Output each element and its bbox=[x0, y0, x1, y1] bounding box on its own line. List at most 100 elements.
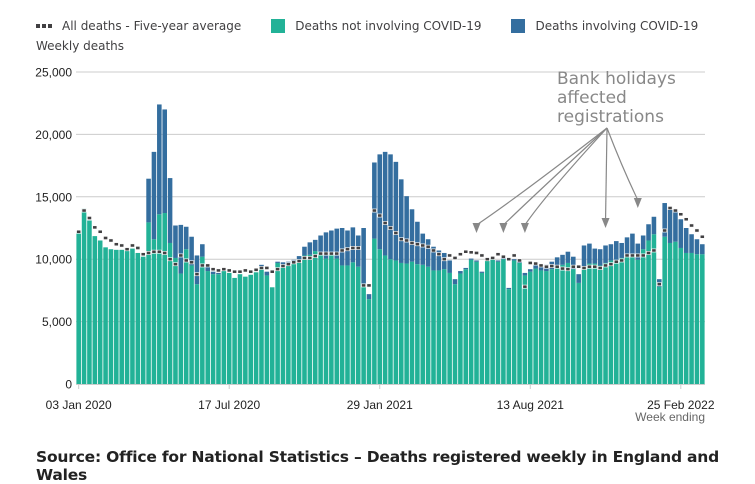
average-marker bbox=[544, 264, 549, 269]
legend-item-covid[interactable]: Deaths involving COVID-19 bbox=[511, 19, 698, 33]
average-marker bbox=[253, 267, 259, 272]
bar-covid bbox=[447, 260, 452, 273]
bar-non-covid bbox=[232, 277, 237, 384]
bar-non-covid bbox=[189, 265, 194, 384]
average-marker bbox=[259, 266, 264, 270]
bar-non-covid bbox=[248, 274, 254, 384]
bar-non-covid bbox=[119, 249, 124, 384]
bar-non-covid bbox=[640, 249, 646, 384]
average-marker bbox=[431, 248, 436, 253]
average-marker bbox=[242, 268, 248, 273]
bar-non-covid bbox=[463, 269, 469, 384]
bar-non-covid bbox=[81, 208, 87, 384]
bar-covid bbox=[355, 235, 361, 267]
legend-label-average: All deaths - Five-year average bbox=[62, 19, 242, 33]
bar-non-covid bbox=[431, 270, 436, 384]
average-marker bbox=[361, 283, 367, 288]
bar-covid bbox=[603, 245, 608, 263]
average-marker bbox=[264, 266, 270, 270]
blue-swatch-icon bbox=[511, 19, 526, 33]
bar-non-covid bbox=[474, 261, 479, 384]
bar-non-covid bbox=[103, 247, 108, 384]
average-marker bbox=[119, 243, 125, 248]
bar-non-covid bbox=[302, 255, 307, 384]
bar-covid bbox=[377, 154, 383, 250]
bar-non-covid bbox=[296, 259, 302, 384]
average-marker bbox=[527, 261, 533, 265]
bar-covid bbox=[382, 151, 388, 256]
average-marker bbox=[694, 228, 700, 233]
average-marker bbox=[581, 266, 587, 270]
bar-non-covid bbox=[565, 262, 571, 384]
bar-covid bbox=[554, 257, 560, 267]
average-marker bbox=[635, 253, 641, 258]
average-marker bbox=[624, 253, 630, 258]
bar-non-covid bbox=[409, 261, 415, 384]
bar-covid bbox=[463, 267, 469, 270]
average-marker bbox=[463, 249, 469, 254]
x-tick-label: 17 Jul 2020 bbox=[198, 398, 260, 412]
bar-non-covid bbox=[592, 263, 598, 384]
bar-covid bbox=[420, 233, 426, 265]
average-marker bbox=[576, 264, 582, 269]
bar-non-covid bbox=[194, 284, 200, 384]
bar-covid bbox=[522, 272, 528, 276]
average-marker bbox=[613, 259, 619, 264]
y-axis-ticks: 0 5,000 10,000 15,000 20,000 25,000 bbox=[35, 66, 72, 392]
bar-covid bbox=[436, 250, 442, 271]
bar-non-covid bbox=[522, 275, 528, 384]
bar-covid bbox=[312, 239, 318, 252]
average-marker bbox=[328, 251, 334, 256]
chart-legend: All deaths - Five-year average Deaths no… bbox=[36, 18, 728, 34]
annotation-arrow bbox=[476, 127, 608, 226]
bar-non-covid bbox=[382, 255, 388, 384]
average-marker bbox=[280, 264, 286, 268]
bar-non-covid bbox=[345, 265, 350, 384]
bar-non-covid bbox=[87, 220, 92, 384]
bar-non-covid bbox=[312, 251, 318, 384]
average-marker bbox=[495, 252, 501, 257]
average-marker bbox=[232, 269, 237, 274]
bar-non-covid bbox=[597, 265, 603, 384]
bar-non-covid bbox=[167, 242, 173, 384]
bar-covid bbox=[597, 249, 603, 266]
average-marker bbox=[130, 243, 135, 248]
bar-covid bbox=[570, 256, 576, 270]
x-tick-label: 03 Jan 2020 bbox=[46, 398, 112, 412]
average-marker bbox=[619, 258, 625, 263]
average-marker bbox=[291, 260, 297, 265]
average-marker bbox=[210, 267, 216, 272]
bar-covid bbox=[700, 244, 705, 255]
bar-non-covid bbox=[307, 254, 313, 384]
bar-non-covid bbox=[280, 266, 286, 384]
bar-covid bbox=[683, 228, 689, 253]
bar-covid bbox=[167, 178, 173, 243]
legend-item-average[interactable]: All deaths - Five-year average bbox=[36, 19, 241, 33]
bar-non-covid bbox=[216, 274, 221, 384]
average-marker bbox=[436, 252, 442, 257]
y-tick-label: 5,000 bbox=[42, 315, 72, 329]
y-tick-label: 15,000 bbox=[35, 190, 72, 204]
arrowhead-icon bbox=[472, 223, 481, 233]
average-marker bbox=[490, 256, 496, 260]
bar-covid bbox=[452, 279, 458, 285]
bar-covid bbox=[527, 269, 533, 272]
average-marker bbox=[511, 253, 517, 258]
average-marker bbox=[156, 249, 162, 254]
bar-non-covid bbox=[657, 286, 662, 384]
bar-non-covid bbox=[635, 259, 641, 384]
bar-covid bbox=[511, 259, 517, 261]
bar-non-covid bbox=[667, 242, 673, 384]
bar-non-covid bbox=[329, 255, 334, 384]
bar-covid bbox=[608, 244, 614, 261]
legend-item-non-covid[interactable]: Deaths not involving COVID-19 bbox=[271, 19, 481, 33]
average-marker bbox=[248, 269, 254, 274]
average-marker bbox=[458, 252, 463, 257]
bar-covid bbox=[587, 243, 592, 264]
bar-non-covid bbox=[468, 259, 474, 384]
bar-non-covid bbox=[291, 262, 297, 384]
average-marker bbox=[296, 259, 302, 263]
annotation-text: registrations bbox=[557, 107, 664, 127]
source-caption: Source: Office for National Statistics –… bbox=[36, 448, 720, 484]
bar-non-covid bbox=[318, 254, 323, 384]
